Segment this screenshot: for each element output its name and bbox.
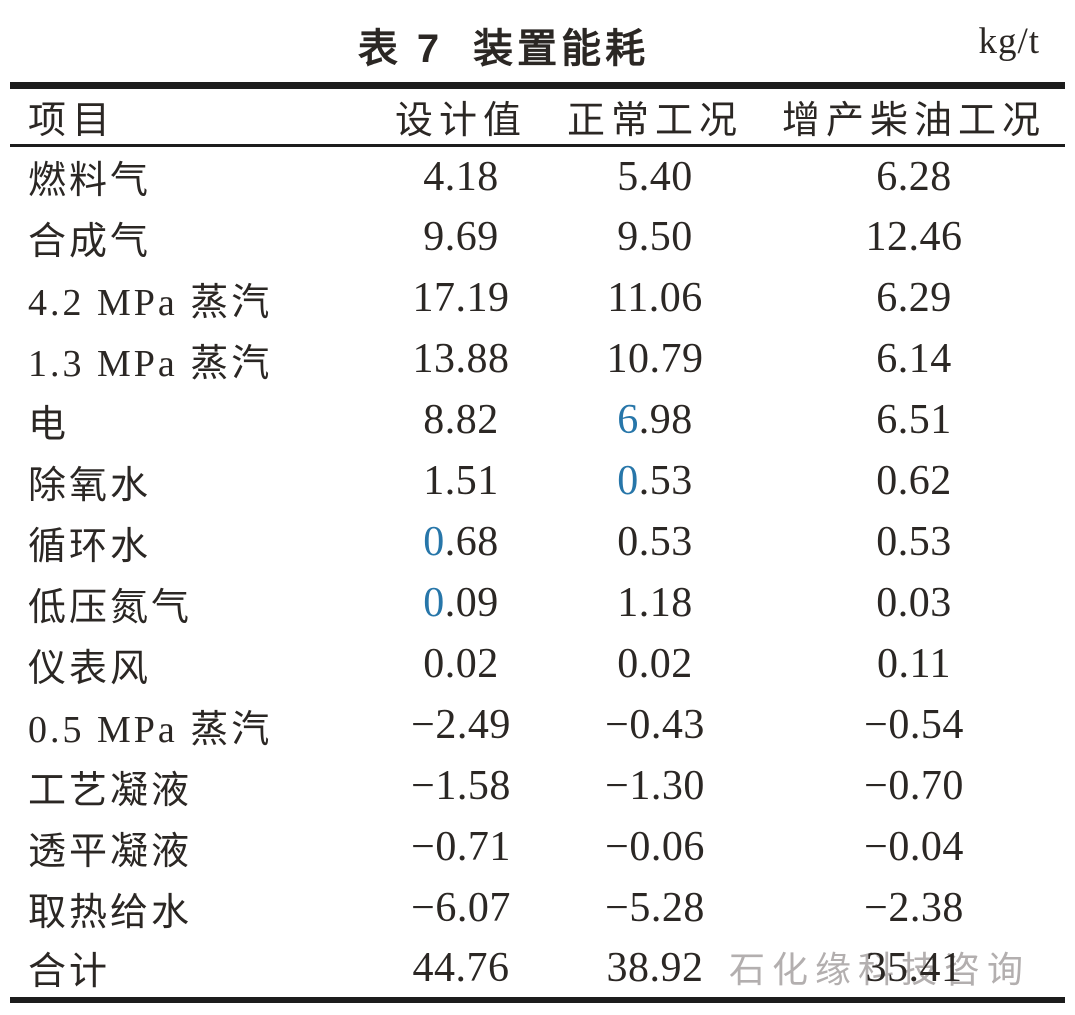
design-value-cell: 1.51 <box>423 458 499 504</box>
col-header-item: 项目 <box>10 85 375 147</box>
table-row: 透平凝液 −0.71 −0.06 −0.04 <box>10 817 1065 878</box>
table-row: 4.2 MPa 蒸汽 17.19 11.06 6.29 <box>10 268 1065 329</box>
normal-condition-cell: 0.02 <box>617 641 693 687</box>
table-row: 1.3 MPa 蒸汽 13.88 10.79 6.14 <box>10 329 1065 390</box>
table-row: 电 8.82 6.98 6.51 <box>10 390 1065 451</box>
col-header-increased-diesel-condition: 增产柴油工况 <box>763 85 1065 147</box>
diesel-condition-cell: 0.62 <box>876 458 952 504</box>
table-caption: 表 7 装置能耗 kg/t <box>0 0 1075 82</box>
design-value-cell: −1.58 <box>411 763 511 809</box>
diesel-condition-cell: −0.70 <box>864 763 964 809</box>
table-title-block: 表 7 装置能耗 <box>0 16 1041 74</box>
row-label: 仪表风 <box>28 647 152 690</box>
table-row: 除氧水 1.51 0.53 0.62 <box>10 451 1065 512</box>
normal-condition-cell: 0.53 <box>617 458 693 504</box>
normal-condition-cell: 10.79 <box>606 336 704 382</box>
normal-condition-cell: −0.06 <box>605 824 705 870</box>
table-header: 项目 设计值 正常工况 增产柴油工况 <box>10 85 1065 147</box>
diesel-condition-cell: 12.46 <box>865 214 963 260</box>
design-value-cell: −2.49 <box>411 702 511 748</box>
normal-condition-cell: 9.50 <box>617 214 693 260</box>
table-row: 燃料气 4.18 5.40 6.28 <box>10 146 1065 207</box>
diesel-condition-cell: 0.11 <box>877 641 951 687</box>
table-row: 取热给水 −6.07 −5.28 −2.38 <box>10 878 1065 939</box>
accent-digit: 0 <box>423 519 445 565</box>
row-label: 除氧水 <box>28 464 152 507</box>
row-label: 低压氮气 <box>28 586 193 629</box>
diesel-condition-cell: 0.03 <box>876 580 952 626</box>
table-row: 仪表风 0.02 0.02 0.11 <box>10 634 1065 695</box>
table-row: 工艺凝液 −1.58 −1.30 −0.70 <box>10 756 1065 817</box>
accent-digit: 0 <box>617 458 639 504</box>
accent-digit: 6 <box>617 397 639 443</box>
design-value-cell: 9.69 <box>423 214 499 260</box>
table-title: 装置能耗 <box>473 27 650 71</box>
row-label: 工艺凝液 <box>28 769 193 812</box>
normal-condition-cell: −0.43 <box>605 702 705 748</box>
table-row: 循环水 0.68 0.53 0.53 <box>10 512 1065 573</box>
header-row: 项目 设计值 正常工况 增产柴油工况 <box>10 85 1065 147</box>
table-row: 0.5 MPa 蒸汽 −2.49 −0.43 −0.54 <box>10 695 1065 756</box>
col-header-design-value: 设计值 <box>375 85 547 147</box>
design-value-cell: 0.09 <box>423 580 499 626</box>
table-body: 燃料气 4.18 5.40 6.28 合成气 9.69 9.50 12.46 4… <box>10 146 1065 1000</box>
row-label: 4.2 MPa 蒸汽 <box>28 281 273 324</box>
row-label: 燃料气 <box>28 160 152 203</box>
normal-condition-cell: 5.40 <box>617 153 693 200</box>
row-label: 合计 <box>28 951 111 993</box>
table-number: 表 7 <box>357 27 444 71</box>
diesel-condition-cell: 6.29 <box>876 275 952 321</box>
normal-condition-cell: 0.53 <box>617 519 693 565</box>
diesel-condition-cell: 6.51 <box>876 397 952 443</box>
normal-condition-cell: 11.06 <box>607 275 703 321</box>
design-value-cell: −6.07 <box>411 885 511 931</box>
row-label: 合成气 <box>28 220 152 263</box>
design-value-cell: 44.76 <box>412 944 510 991</box>
row-label: 1.3 MPa 蒸汽 <box>28 342 273 385</box>
normal-condition-cell: −1.30 <box>605 763 705 809</box>
diesel-condition-cell: −0.54 <box>864 702 964 748</box>
accent-digit: 0 <box>423 580 445 626</box>
row-label: 循环水 <box>28 525 152 568</box>
row-label: 电 <box>28 403 70 446</box>
diesel-condition-cell: 35.41 <box>865 944 963 991</box>
design-value-cell: 13.88 <box>412 336 510 382</box>
energy-consumption-table: 项目 设计值 正常工况 增产柴油工况 燃料气 4.18 5.40 6.28 合成… <box>10 82 1065 1003</box>
row-label: 取热给水 <box>28 891 193 934</box>
diesel-condition-cell: −0.04 <box>864 824 964 870</box>
normal-condition-cell: 6.98 <box>617 397 693 443</box>
design-value-cell: 4.18 <box>423 153 499 200</box>
table-row: 低压氮气 0.09 1.18 0.03 <box>10 573 1065 634</box>
design-value-cell: 0.68 <box>423 519 499 565</box>
row-label: 0.5 MPa 蒸汽 <box>28 708 273 751</box>
design-value-cell: 0.02 <box>423 641 499 687</box>
unit-label: kg/t <box>978 21 1040 62</box>
normal-condition-cell: 38.92 <box>606 944 704 991</box>
design-value-cell: −0.71 <box>411 824 511 870</box>
diesel-condition-cell: 6.14 <box>876 336 952 382</box>
diesel-condition-cell: 6.28 <box>876 153 952 200</box>
col-header-normal-condition: 正常工况 <box>547 85 763 147</box>
normal-condition-cell: −5.28 <box>605 885 705 931</box>
normal-condition-cell: 1.18 <box>617 580 693 626</box>
row-label: 透平凝液 <box>28 830 193 873</box>
watermark-text: 石化缘科技咨询 <box>729 950 1031 990</box>
table-row: 合计 44.76 38.92 35.41 <box>10 939 1065 1000</box>
diesel-condition-cell: 0.53 <box>876 519 952 565</box>
table-row: 合成气 9.69 9.50 12.46 <box>10 207 1065 268</box>
diesel-condition-cell: −2.38 <box>864 885 964 931</box>
design-value-cell: 8.82 <box>423 397 499 443</box>
design-value-cell: 17.19 <box>412 275 510 321</box>
